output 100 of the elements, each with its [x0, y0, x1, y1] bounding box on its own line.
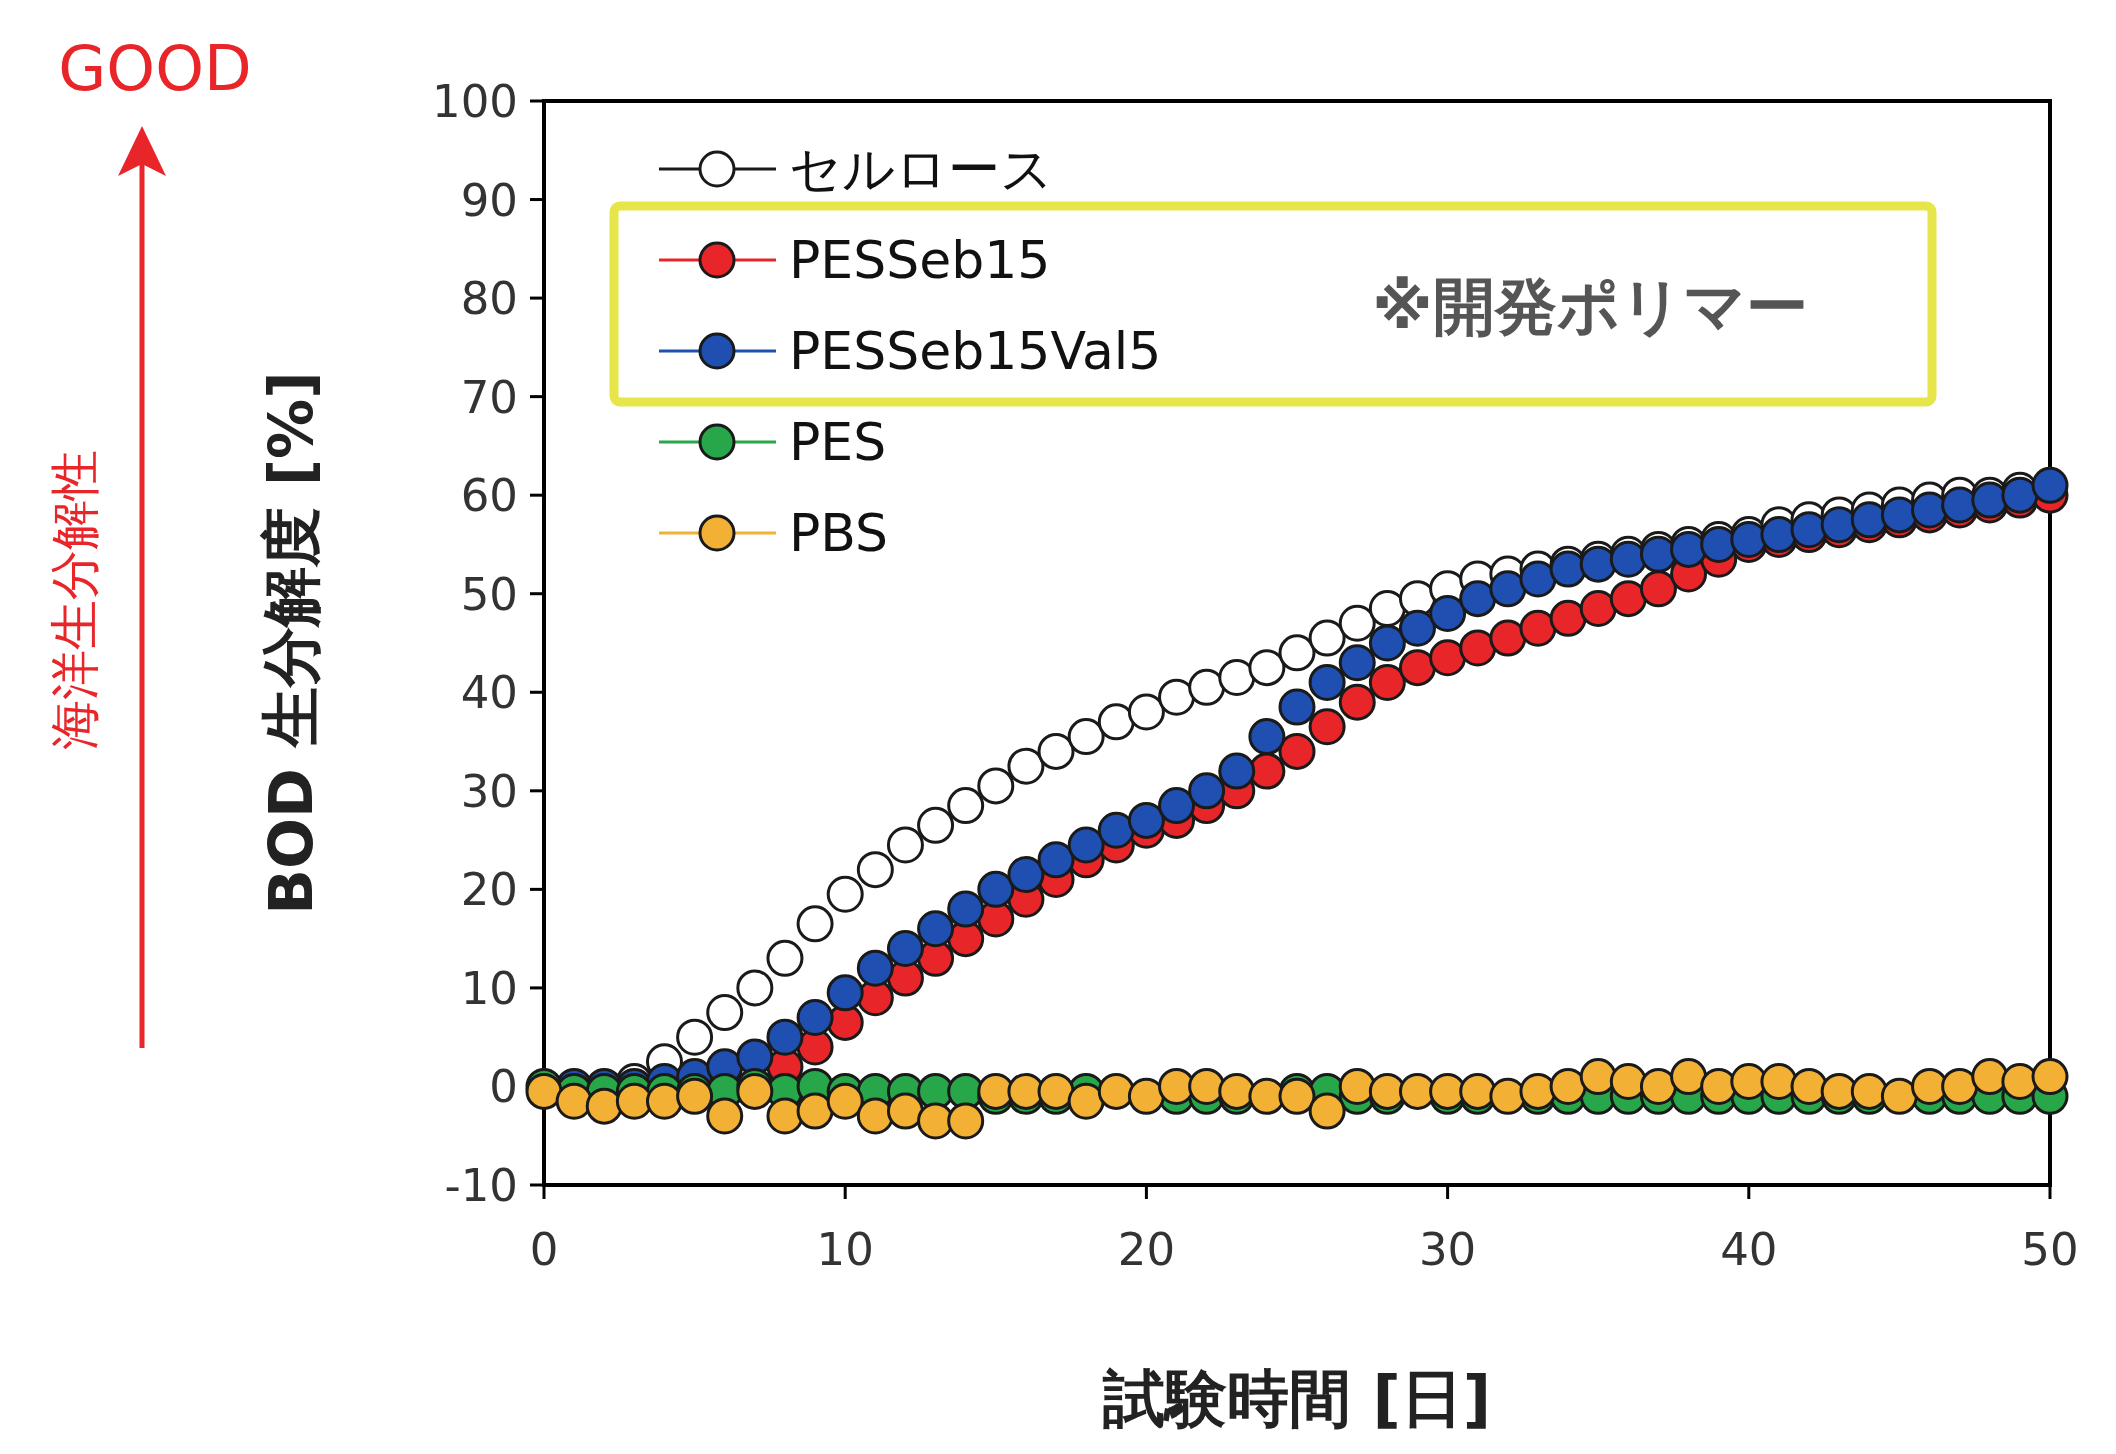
point — [1278, 688, 1316, 726]
y-tick-label: 60 — [460, 469, 518, 523]
point — [1971, 1058, 2009, 1096]
point — [856, 851, 894, 889]
point — [977, 767, 1015, 805]
point — [856, 949, 894, 987]
point — [1188, 1067, 1226, 1105]
point — [2031, 1058, 2069, 1096]
y-tick-label: 20 — [460, 863, 518, 917]
point — [1639, 570, 1677, 608]
y-tick-label: 30 — [460, 764, 518, 818]
x-tick-label: 40 — [1720, 1223, 1778, 1276]
point — [2001, 1063, 2039, 1101]
x-tick-label: 10 — [816, 1223, 874, 1276]
point — [1338, 683, 1376, 721]
point — [645, 1082, 683, 1120]
point — [555, 1082, 593, 1120]
point — [1037, 841, 1075, 879]
y-tick-label: 0 — [489, 1060, 518, 1114]
point — [1459, 580, 1497, 618]
legend-label: セルロース — [789, 139, 1053, 199]
point — [1127, 1077, 1165, 1115]
x-axis-title: 試験時間 [日] — [1101, 1362, 1492, 1435]
point — [796, 1092, 834, 1130]
point — [826, 875, 864, 913]
point — [1308, 1092, 1346, 1130]
point — [585, 1087, 623, 1125]
point — [1398, 649, 1436, 687]
point — [1218, 658, 1256, 696]
point — [1368, 663, 1406, 701]
point — [1489, 570, 1527, 608]
y-tick-label: -10 — [444, 1159, 518, 1212]
point — [1429, 594, 1467, 632]
point — [1248, 718, 1286, 756]
point — [947, 787, 985, 825]
point — [1188, 772, 1226, 810]
point — [1127, 801, 1165, 839]
point — [1519, 560, 1557, 598]
point — [1338, 644, 1376, 682]
point — [706, 1097, 744, 1135]
y-tick-label: 70 — [460, 370, 518, 424]
point — [826, 974, 864, 1012]
y-tick-label: 80 — [460, 272, 518, 326]
point — [706, 994, 744, 1032]
point — [1579, 590, 1617, 628]
point — [1790, 1067, 1828, 1105]
point — [1097, 811, 1135, 849]
point — [766, 1097, 804, 1135]
point — [1218, 752, 1256, 790]
point — [1248, 649, 1286, 687]
point — [1519, 609, 1557, 647]
point — [917, 806, 955, 844]
point — [1368, 590, 1406, 628]
point — [1067, 718, 1105, 756]
point — [1609, 1063, 1647, 1101]
point — [1278, 732, 1316, 770]
point — [736, 969, 774, 1007]
point — [1158, 787, 1196, 825]
point — [1097, 703, 1135, 741]
point — [1067, 826, 1105, 864]
point — [1639, 1067, 1677, 1105]
point — [886, 826, 924, 864]
point — [796, 998, 834, 1036]
point — [1429, 639, 1467, 677]
legend-label: PESSeb15 — [789, 230, 1051, 290]
point — [1308, 708, 1346, 746]
point — [766, 1018, 804, 1056]
point — [1067, 1082, 1105, 1120]
point — [1941, 1067, 1979, 1105]
point — [676, 1018, 714, 1056]
x-tick-label: 0 — [529, 1223, 559, 1276]
point — [2031, 466, 2069, 504]
point — [1158, 678, 1196, 716]
point — [886, 929, 924, 967]
legend-label: PES — [789, 412, 887, 472]
point — [1338, 1067, 1376, 1105]
point — [856, 1097, 894, 1135]
point — [1489, 1077, 1527, 1115]
point — [1398, 609, 1436, 647]
point — [917, 910, 955, 948]
text: 海洋生分解性 — [46, 450, 104, 750]
point — [1308, 619, 1346, 657]
point — [1037, 732, 1075, 770]
point — [1549, 1067, 1587, 1105]
point — [766, 939, 804, 977]
point — [1007, 856, 1045, 894]
point — [1670, 1058, 1708, 1096]
point — [1278, 634, 1316, 672]
point — [1007, 747, 1045, 785]
point — [977, 870, 1015, 908]
point — [1188, 668, 1226, 706]
y-tick-label: 50 — [460, 567, 518, 621]
legend-label: PESSeb15Val5 — [789, 321, 1162, 381]
point — [1459, 629, 1497, 667]
point — [1880, 1077, 1918, 1115]
point — [1489, 619, 1527, 657]
point — [947, 1102, 985, 1140]
y-axis-title: BOD 生分解度 [%] — [256, 371, 326, 915]
point — [1368, 624, 1406, 662]
point — [1579, 1058, 1617, 1096]
